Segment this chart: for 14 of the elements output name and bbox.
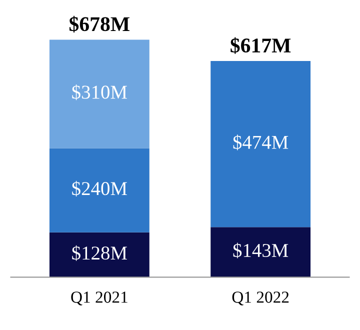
total-label: $678M bbox=[70, 16, 130, 33]
total-label: $617M bbox=[230, 37, 291, 54]
bar bbox=[210, 60, 311, 228]
bar bbox=[49, 148, 150, 232]
data-label: $143M bbox=[233, 242, 288, 258]
bar bbox=[49, 40, 150, 148]
x-tick-label: Q1 2021 bbox=[71, 292, 128, 306]
bar bbox=[49, 232, 150, 278]
data-label: $128M bbox=[72, 245, 127, 261]
x-tick-label: Q1 2022 bbox=[232, 292, 289, 306]
bar bbox=[210, 227, 311, 278]
data-label: $474M bbox=[233, 134, 288, 150]
data-label: $310M bbox=[72, 84, 127, 100]
data-label: $240M bbox=[72, 180, 127, 196]
